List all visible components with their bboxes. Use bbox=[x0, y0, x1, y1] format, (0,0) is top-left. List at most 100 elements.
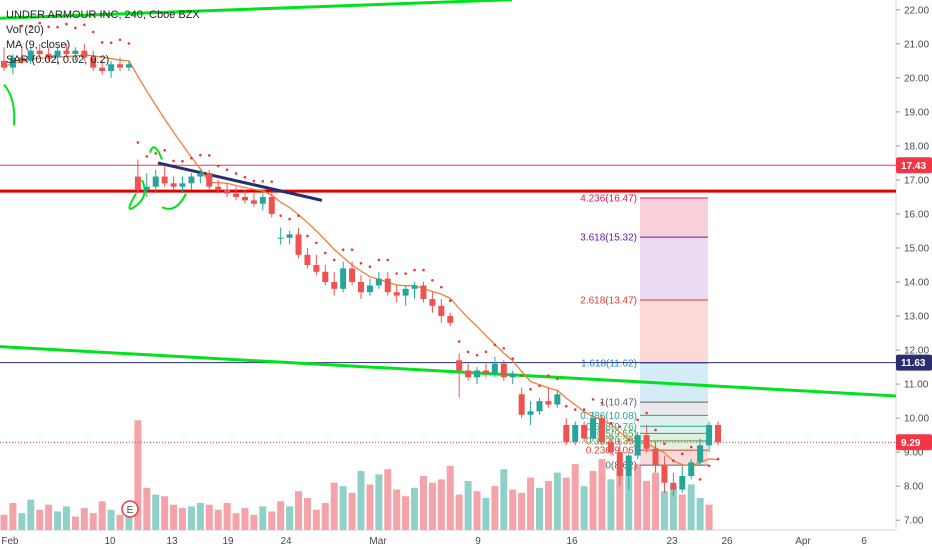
sar-dot bbox=[56, 25, 59, 29]
candle-body bbox=[117, 64, 124, 68]
candle-body bbox=[268, 196, 275, 214]
sar-dot bbox=[645, 411, 648, 415]
volume-bar bbox=[187, 506, 195, 530]
sar-dot bbox=[225, 168, 229, 172]
sar-dot bbox=[100, 41, 104, 44]
sar-dot bbox=[707, 464, 711, 468]
sar-dot bbox=[261, 179, 265, 183]
sar-dot bbox=[145, 155, 149, 158]
candle-body bbox=[188, 176, 195, 184]
sar-dot bbox=[234, 172, 238, 175]
candle-body bbox=[581, 424, 588, 439]
sar-dot bbox=[38, 21, 41, 25]
upper-trend-line bbox=[0, 0, 513, 20]
volume-bar bbox=[89, 513, 97, 530]
price-tick-label: 15.00 bbox=[904, 243, 929, 254]
freehand-mark bbox=[149, 146, 163, 160]
volume-bar bbox=[45, 504, 53, 530]
sar-indicator-label[interactable]: SAR (0.02, 0.02, 0.2) bbox=[6, 54, 110, 66]
volume-bar bbox=[571, 464, 579, 530]
candle-body bbox=[295, 234, 302, 255]
candle-body bbox=[36, 50, 43, 55]
fib-level-label: 1(10.47) bbox=[600, 398, 637, 409]
sar-dot bbox=[270, 180, 274, 183]
candle-body bbox=[500, 363, 507, 378]
price-tag bbox=[896, 434, 932, 451]
candle-body bbox=[358, 282, 364, 293]
candle-body bbox=[375, 278, 382, 286]
price-tick-label: 20.00 bbox=[904, 73, 929, 84]
candle-body bbox=[384, 278, 391, 293]
volume-bar bbox=[384, 469, 392, 530]
sar-dot bbox=[493, 343, 497, 347]
fib-level-label: 0.5(9.55) bbox=[597, 429, 637, 440]
volume-bar bbox=[196, 503, 204, 530]
sar-dot bbox=[547, 374, 550, 377]
price-tick-label: 17.00 bbox=[904, 175, 929, 186]
sar-dot bbox=[672, 459, 675, 462]
price-tick-label: 19.00 bbox=[904, 107, 929, 118]
sar-dot bbox=[252, 179, 256, 183]
chart-legend: UNDER ARMOUR INC, 240, Cboe BZX Vol (20)… bbox=[6, 8, 200, 68]
candle-body bbox=[99, 67, 106, 72]
volume-bar bbox=[491, 486, 499, 530]
candle-body bbox=[563, 424, 570, 442]
sar-dot bbox=[297, 214, 300, 217]
volume-bar bbox=[259, 506, 267, 530]
candle-body bbox=[277, 237, 284, 239]
volume-bar bbox=[286, 506, 294, 530]
volume-bar bbox=[580, 486, 588, 530]
volume-bar bbox=[428, 482, 436, 530]
volume-bar bbox=[375, 474, 383, 530]
sar-dot bbox=[154, 152, 158, 155]
volume-bar bbox=[553, 472, 561, 530]
volume-bar bbox=[660, 491, 668, 530]
volume-bar bbox=[161, 496, 169, 530]
price-tag bbox=[896, 157, 932, 174]
candle-body bbox=[18, 57, 25, 61]
sar-dot bbox=[29, 24, 33, 28]
volume-bar bbox=[634, 464, 642, 530]
sar-dot bbox=[502, 347, 506, 350]
sar-dot bbox=[332, 258, 336, 262]
candle-body bbox=[286, 234, 293, 238]
time-tick-label: 13 bbox=[166, 536, 178, 547]
volume-indicator-label[interactable]: Vol (20) bbox=[6, 24, 44, 36]
sar-dot bbox=[627, 438, 631, 442]
price-tick-label: 8.00 bbox=[904, 482, 924, 493]
price-tick-label: 12.00 bbox=[904, 346, 929, 357]
sar-dot bbox=[136, 141, 140, 144]
sar-dot bbox=[65, 22, 68, 26]
candle-body bbox=[233, 193, 240, 197]
sar-dot bbox=[386, 258, 390, 262]
price-tick-label: 9.00 bbox=[904, 448, 924, 459]
volume-bar bbox=[54, 511, 62, 530]
ma-indicator-label[interactable]: MA (9, close) bbox=[6, 39, 71, 51]
sar-dot bbox=[413, 268, 416, 272]
volume-bar bbox=[643, 481, 651, 530]
candle-body bbox=[572, 424, 579, 442]
price-tick-label: 7.00 bbox=[904, 516, 924, 527]
volume-bar bbox=[36, 509, 44, 530]
volume-bar bbox=[437, 479, 445, 530]
candle-body bbox=[536, 401, 543, 412]
volume-bar bbox=[455, 494, 463, 530]
sar-dot bbox=[457, 340, 461, 343]
candle-body bbox=[9, 57, 16, 68]
sar-dot bbox=[404, 272, 407, 275]
volume-bar bbox=[348, 492, 356, 530]
sar-dot bbox=[118, 38, 122, 42]
price-tag bbox=[896, 354, 932, 371]
candle-body bbox=[715, 424, 721, 443]
sar-dot bbox=[654, 428, 657, 432]
volume-bar bbox=[18, 513, 26, 530]
sar-dot bbox=[163, 149, 166, 152]
volume-bar bbox=[357, 470, 365, 530]
volume-bar bbox=[402, 496, 410, 530]
price-axis bbox=[896, 0, 932, 550]
candle-body bbox=[527, 411, 534, 415]
sar-dot bbox=[279, 214, 282, 217]
volume-bar bbox=[62, 506, 70, 530]
fib-band bbox=[640, 426, 708, 434]
